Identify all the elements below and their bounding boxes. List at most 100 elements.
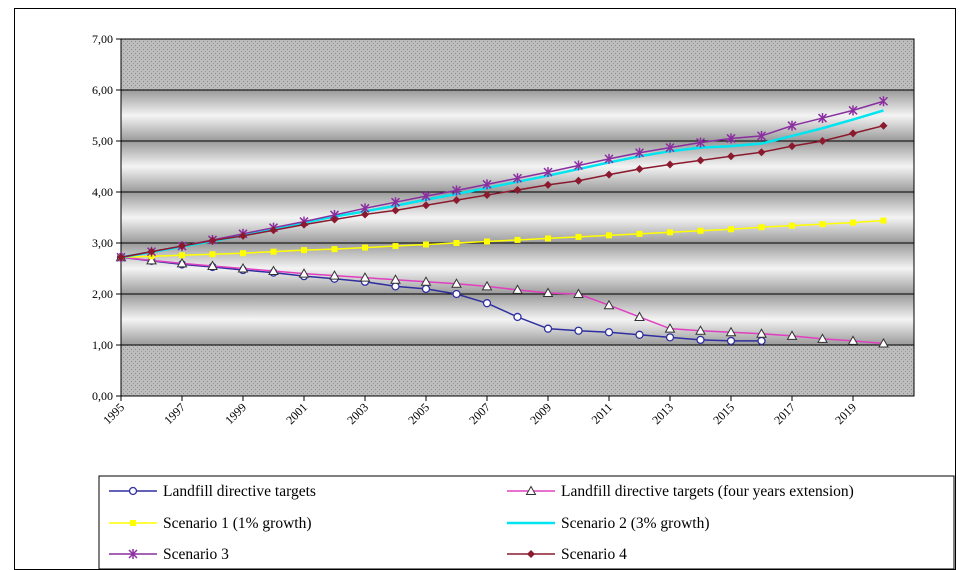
x-tick-label: 2013 xyxy=(649,400,676,427)
data-point xyxy=(574,176,583,185)
data-point xyxy=(146,254,157,265)
data-point xyxy=(513,185,522,194)
data-point xyxy=(207,260,218,270)
data-point xyxy=(603,299,615,310)
data-point xyxy=(268,265,279,276)
data-point xyxy=(634,311,645,321)
legend-item: Scenario 4 xyxy=(507,546,627,563)
plot-band xyxy=(121,141,914,192)
data-point xyxy=(847,335,859,345)
y-tick-label: 0,00 xyxy=(92,389,113,403)
x-tick-label: 1995 xyxy=(100,400,127,427)
series-layer xyxy=(115,96,889,348)
data-point xyxy=(240,250,246,257)
legend-label: Landfill directive targets xyxy=(163,483,316,500)
x-axis-ticks: 1995 1997 1999 2001 2003 2005 2007 2009 2011 2013… xyxy=(100,396,859,427)
data-point xyxy=(147,247,156,256)
y-tick-label: 5,00 xyxy=(92,134,113,148)
x-tick-label: 2015 xyxy=(710,400,737,427)
data-point xyxy=(850,219,856,226)
plot-band xyxy=(121,39,914,90)
data-point xyxy=(482,299,492,308)
data-point xyxy=(605,170,613,179)
data-point xyxy=(300,220,308,229)
legend-item: Landfill directive targets (four years e… xyxy=(507,483,854,500)
data-point xyxy=(573,160,584,171)
data-point xyxy=(482,179,492,190)
data-point xyxy=(728,226,734,233)
data-point xyxy=(361,210,369,219)
data-point xyxy=(390,274,401,284)
data-point xyxy=(514,236,521,243)
data-point xyxy=(421,284,431,294)
data-point xyxy=(575,233,582,240)
data-point xyxy=(362,244,368,251)
data-point xyxy=(451,278,462,288)
data-point xyxy=(209,251,216,258)
data-point xyxy=(726,133,736,144)
plot-band xyxy=(121,345,914,396)
series-line xyxy=(120,256,762,342)
data-point xyxy=(453,240,460,246)
series-3 xyxy=(118,217,887,261)
data-point xyxy=(878,337,889,348)
legend-item: Landfill directive targets xyxy=(109,483,316,500)
y-tick-label: 7,00 xyxy=(92,32,113,46)
legend-label: Scenario 3 xyxy=(163,546,229,563)
line-chart: 0,001,002,003,004,005,006,007,00 1995 199… xyxy=(92,32,955,569)
data-point xyxy=(788,142,796,151)
data-point xyxy=(574,326,583,335)
data-point xyxy=(757,148,766,157)
x-tick-label: 2011 xyxy=(589,400,616,427)
data-point xyxy=(269,226,278,235)
legend-label: Scenario 1 (1% growth) xyxy=(163,515,312,532)
data-point xyxy=(879,121,888,130)
data-point xyxy=(725,326,737,337)
legend-item: Scenario 3 xyxy=(109,546,229,563)
data-point xyxy=(635,165,644,174)
y-tick-label: 3,00 xyxy=(92,236,113,250)
data-point xyxy=(880,217,887,224)
data-point xyxy=(483,191,491,200)
data-point xyxy=(391,206,400,215)
series-line xyxy=(120,100,884,259)
data-point xyxy=(787,120,797,131)
data-point xyxy=(817,333,828,343)
legend: Landfill directive targets Landfill direc… xyxy=(98,475,955,569)
data-point xyxy=(391,282,400,291)
data-point xyxy=(727,152,735,161)
data-point xyxy=(697,227,704,234)
series-line xyxy=(120,256,884,345)
data-point xyxy=(789,222,795,229)
data-point xyxy=(634,147,645,158)
data-point xyxy=(481,280,493,291)
data-point xyxy=(573,288,584,298)
data-point xyxy=(543,324,553,333)
x-tick-label: 2005 xyxy=(405,400,432,427)
legend-label: Scenario 2 (3% growth) xyxy=(561,515,710,532)
y-tick-label: 1,00 xyxy=(92,338,113,352)
legend-label: Scenario 4 xyxy=(561,546,627,563)
data-point xyxy=(359,272,371,282)
data-point xyxy=(484,238,490,245)
plot-background xyxy=(120,38,915,397)
data-point xyxy=(635,330,644,339)
data-point xyxy=(757,336,766,346)
plot-band xyxy=(121,90,914,141)
data-point xyxy=(420,276,432,286)
data-point xyxy=(128,549,138,559)
data-point xyxy=(758,224,765,231)
data-point xyxy=(636,230,643,237)
data-point xyxy=(130,520,136,526)
data-point xyxy=(543,167,553,178)
data-point xyxy=(421,191,431,202)
data-point xyxy=(664,323,676,333)
legend-item: Scenario 2 (3% growth) xyxy=(507,515,710,532)
y-axis-ticks: 0,00 1,00 2,00 3,00 4,00 5,00 6,00 7,00 xyxy=(92,32,121,403)
x-tick-label: 1999 xyxy=(222,400,249,427)
data-point xyxy=(606,232,612,239)
data-point xyxy=(665,333,675,342)
legend-label: Landfill directive targets (four years e… xyxy=(561,483,854,500)
data-point xyxy=(695,325,706,335)
series-line xyxy=(120,219,884,259)
